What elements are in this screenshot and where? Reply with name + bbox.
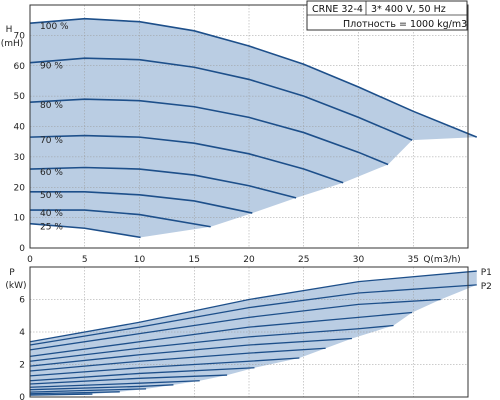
head-curve-label: 60 %	[40, 168, 63, 178]
head-curve-label: 70 %	[40, 136, 63, 146]
power-curve	[29, 347, 326, 372]
power-operating-area	[30, 271, 477, 396]
power-y-tick-label: 2	[19, 361, 25, 371]
head-curve-label: 50 %	[40, 191, 63, 201]
power-curve	[29, 270, 477, 343]
head-curve	[30, 209, 211, 228]
power-curve	[29, 374, 228, 385]
head-curve-label: 100 %	[40, 22, 69, 32]
power-y-tick-label: 6	[19, 296, 25, 306]
power-curve	[29, 388, 147, 393]
head-y-tick-label: 50	[14, 92, 26, 102]
power-curve-label: P1	[481, 268, 492, 278]
head-curve	[30, 191, 253, 214]
info-box-frame	[306, 0, 468, 31]
power-axis-unit: (kW)	[5, 281, 26, 291]
head-x-tick-label: 35	[408, 255, 419, 265]
power-curve	[29, 311, 413, 358]
power-curve	[29, 298, 441, 351]
head-y-tick-label: 60	[14, 62, 26, 72]
head-curve	[29, 222, 141, 239]
head-y-tick-label: 40	[14, 123, 26, 133]
head-y-tick-label: 10	[14, 214, 26, 224]
power-curve	[29, 380, 200, 388]
power-plot-frame	[29, 266, 469, 398]
pump-model: CRNE 32-4	[312, 4, 363, 15]
flow-axis-label: Q(m3/h)	[423, 255, 460, 265]
head-curve	[29, 98, 389, 166]
pump-density: Плотность = 1000 kg/m3	[343, 19, 467, 30]
head-x-tick-label: 25	[298, 255, 309, 265]
head-curve	[29, 17, 478, 138]
power-curve	[29, 367, 255, 382]
power-y-tick-label: 0	[19, 393, 25, 400]
head-curve-label: 40 %	[40, 209, 63, 219]
head-axis-unit: (mH)	[1, 39, 24, 49]
power-axis-label: P	[9, 268, 15, 278]
head-y-tick-label: 0	[19, 244, 25, 254]
head-x-tick-label: 5	[82, 255, 88, 265]
head-curve	[29, 57, 413, 141]
head-y-tick-label: 20	[14, 183, 26, 193]
power-curve	[29, 357, 300, 377]
head-chart-panel: 0 10 20 30 40 50 60 70 0 5 10 15 20 25 30 35 100 % 90 % 80…	[14, 4, 478, 265]
head-x-tick-label: 0	[27, 255, 33, 265]
pump-supply: 3* 400 V, 50 Hz	[371, 4, 446, 15]
head-axis-label: H	[6, 25, 13, 35]
power-curve	[29, 337, 352, 367]
power-curve-label: P2	[481, 282, 492, 292]
power-curve	[29, 324, 394, 362]
power-curve	[29, 391, 120, 395]
power-curve	[29, 284, 477, 346]
power-y-tick-label: 4	[19, 328, 25, 338]
head-y-tick-label: 30	[14, 153, 26, 163]
head-curve-label: 90 %	[40, 62, 63, 72]
head-curve	[29, 134, 344, 184]
power-curve	[29, 393, 93, 396]
head-x-tick-label: 20	[243, 255, 255, 265]
head-curve	[29, 166, 297, 199]
pump-info-box: CRNE 32-4 3* 400 V, 50 Hz Плотность = 10…	[306, 0, 468, 31]
head-plot-frame	[29, 4, 469, 249]
head-y-tick-label: 70	[14, 31, 26, 41]
head-curve-label: 80 %	[40, 101, 63, 111]
power-chart-panel: 0 2 4 6 P1 P2	[19, 266, 492, 400]
head-x-tick-label: 30	[353, 255, 365, 265]
head-x-tick-label: 10	[134, 255, 146, 265]
head-x-tick-label: 15	[189, 255, 200, 265]
head-operating-area	[30, 18, 477, 238]
head-curve-label: 25 %	[40, 223, 63, 233]
power-curve	[29, 384, 174, 391]
